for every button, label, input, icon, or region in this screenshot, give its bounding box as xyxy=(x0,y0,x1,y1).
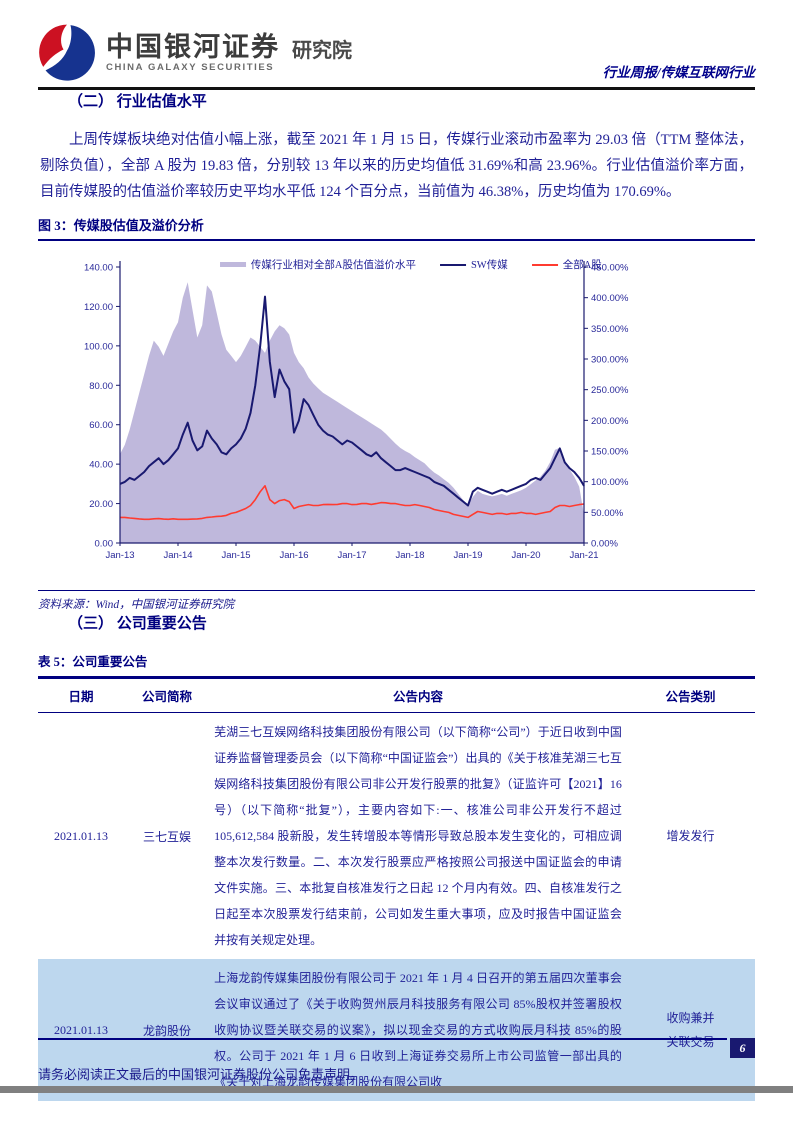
y-axis-tick-label: 140.00 xyxy=(84,263,113,274)
y-axis-tick-label: 120.00 xyxy=(84,302,113,313)
x-axis-tick-label: Jan-20 xyxy=(511,550,540,561)
announcement-content: 芜湖三七互娱网络科技集团股份有限公司（以下简称“公司”）于近日收到中国证券监督管… xyxy=(214,725,622,947)
legend-label-premium: 传媒行业相对全部A股估值溢价水平 xyxy=(250,260,416,271)
announcement-date: 2021.01.13 xyxy=(54,828,109,843)
legend-item-premium: 传媒行业相对全部A股估值溢价水平 xyxy=(219,257,416,272)
area-swatch-icon xyxy=(219,262,246,267)
y-axis-tick-label: 60.00 xyxy=(89,420,113,431)
column-header-type: 公告类别 xyxy=(625,677,755,713)
navy-line-swatch-icon xyxy=(439,263,466,266)
legend-item-sw-media: SW传媒 xyxy=(439,257,508,272)
section-heading-announcements: （三） 公司重要公告 xyxy=(68,616,207,632)
x-axis-tick-label: Jan-14 xyxy=(163,550,192,561)
legend-item-all-a: 全部A股 xyxy=(531,257,602,272)
logo-text: 中国银河证券 CHINA GALAXY SECURITIES xyxy=(106,32,280,73)
y2-axis-tick-label: 50.00% xyxy=(591,508,624,519)
figure-source: 资料来源：Wind，中国银河证券研究院 xyxy=(38,590,755,612)
y2-axis-tick-label: 350.00% xyxy=(591,324,629,335)
x-axis-tick-label: Jan-15 xyxy=(221,550,250,561)
figure-caption: 图 3：传媒股估值及溢价分析 xyxy=(38,218,204,233)
y-axis-tick-label: 40.00 xyxy=(89,460,113,471)
galaxy-logo: 中国银河证券 CHINA GALAXY SECURITIES 研究院 xyxy=(38,24,352,82)
bottom-gray-bar xyxy=(0,1086,793,1093)
red-line-swatch-icon xyxy=(531,263,558,266)
page-number: 6 xyxy=(730,1038,755,1058)
x-axis-tick-label: Jan-18 xyxy=(395,550,424,561)
table-row: 2021.01.13 龙韵股份 上海龙韵传媒集团股份有限公司于 2021 年 1… xyxy=(38,959,755,1101)
column-header-company: 公司简称 xyxy=(124,677,211,713)
brand-name-cn: 中国银河证券 xyxy=(106,32,280,63)
announcement-type: 增发发行 xyxy=(666,829,715,843)
x-axis-tick-label: Jan-16 xyxy=(279,550,308,561)
x-axis-tick-label: Jan-17 xyxy=(337,550,366,561)
page-footer: 6 请务必阅读正文最后的中国银河证券股份公司免责声明。 xyxy=(38,1038,755,1083)
chart-line-sw-media xyxy=(119,295,585,507)
announcement-company: 三七互娱 xyxy=(143,829,192,844)
y2-axis-tick-label: 150.00% xyxy=(591,447,629,458)
y-axis-tick-label: 20.00 xyxy=(89,499,113,510)
y-axis-tick-label: 80.00 xyxy=(89,381,113,392)
logo-red-swirl xyxy=(39,24,67,67)
y2-axis-tick-label: 250.00% xyxy=(591,385,629,396)
table-row: 2021.01.13 三七互娱 芜湖三七互娱网络科技集团股份有限公司（以下简称“… xyxy=(38,713,755,960)
figure-top-rule xyxy=(38,239,755,241)
valuation-chart-svg: 0.00 20.00 40.00 60.00 80.00 100.00 120.00 140.… xyxy=(84,261,629,561)
chart-area-premium xyxy=(120,282,584,543)
brand-suffix: 研究院 xyxy=(292,39,352,62)
announcements-table: 日期 公司简称 公告内容 公告类别 2021.01.13 三七互娱 芜湖三七互娱… xyxy=(38,676,755,1101)
legend-label-all-a: 全部A股 xyxy=(562,260,602,271)
header-rule xyxy=(38,87,755,90)
table-header-row: 日期 公司简称 公告内容 公告类别 xyxy=(38,677,755,713)
chart-legend: 传媒行业相对全部A股估值溢价水平 SW传媒 全部A股 xyxy=(219,257,602,272)
y2-axis-tick-label: 100.00% xyxy=(591,477,629,488)
y2-axis-tick-label: 400.00% xyxy=(591,293,629,304)
column-header-date: 日期 xyxy=(38,677,125,713)
announcement-content: 上海龙韵传媒集团股份有限公司于 2021 年 1 月 4 日召开的第五届四次董事… xyxy=(214,971,622,1089)
announcement-company: 龙韵股份 xyxy=(143,1023,192,1038)
y2-axis-tick-label: 450.00% xyxy=(591,263,629,274)
galaxy-logo-icon xyxy=(39,24,95,81)
disclaimer-text: 请务必阅读正文最后的中国银河证券股份公司免责声明。 xyxy=(38,1067,364,1082)
x-axis-tick-label: Jan-19 xyxy=(453,550,482,561)
chart-line-all-a xyxy=(120,485,585,521)
page-header: 中国银河证券 CHINA GALAXY SECURITIES 研究院 行业周报/… xyxy=(38,0,755,90)
footer-rule xyxy=(38,1038,727,1040)
y2-axis-tick-label: 200.00% xyxy=(591,416,629,427)
section-heading-valuation: （二） 行业估值水平 xyxy=(68,94,207,110)
table-caption: 表 5：公司重要公告 xyxy=(38,655,148,669)
legend-label-sw-media: SW传媒 xyxy=(470,260,508,271)
y-axis-tick-label: 100.00 xyxy=(84,341,113,352)
y2-axis-tick-label: 300.00% xyxy=(591,355,629,366)
y-axis-tick-label: 0.00 xyxy=(95,539,114,550)
x-axis-tick-label: Jan-13 xyxy=(105,550,134,561)
valuation-chart: 0.00 20.00 40.00 60.00 80.00 100.00 120.00 140.… xyxy=(38,241,755,586)
x-axis-tick-label: Jan-21 xyxy=(569,550,598,561)
report-type-label: 行业周报/传媒互联网行业 xyxy=(602,65,755,80)
logo-blue-swirl xyxy=(45,25,95,81)
brand-name-en: CHINA GALAXY SECURITIES xyxy=(106,61,275,73)
column-header-content: 公告内容 xyxy=(210,677,626,713)
valuation-paragraph: 上周传媒板块绝对估值小幅上涨，截至 2021 年 1 月 15 日，传媒行业滚动… xyxy=(40,132,753,200)
y2-axis-tick-label: 0.00% xyxy=(591,539,618,550)
announcement-date: 2021.01.13 xyxy=(54,1022,109,1037)
